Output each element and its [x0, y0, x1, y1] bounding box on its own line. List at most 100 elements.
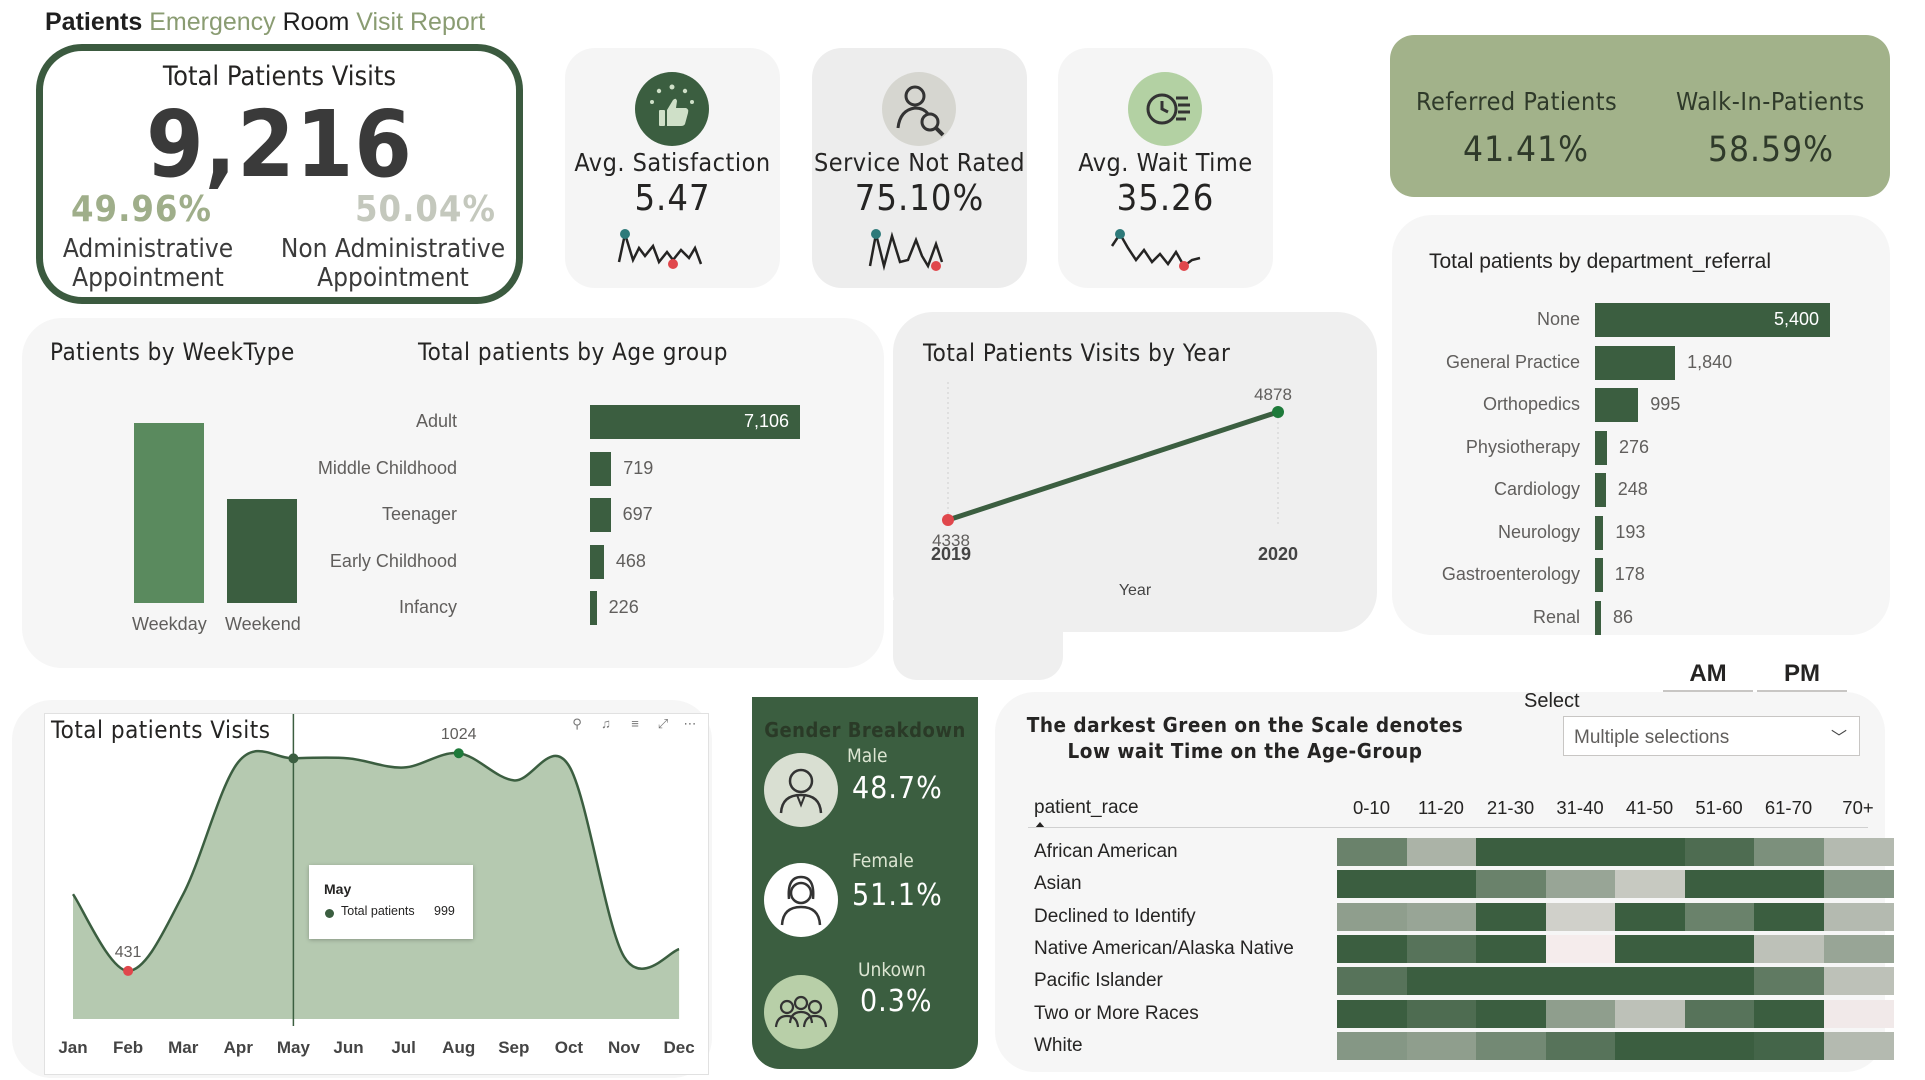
year-point-2019[interactable]: [942, 514, 954, 526]
heatmap-cell[interactable]: [1615, 967, 1685, 996]
heatmap-cell[interactable]: [1823, 934, 1894, 963]
heatmap-cell[interactable]: [1684, 1031, 1755, 1060]
heatmap-cell[interactable]: [1615, 838, 1685, 866]
heatmap-cell[interactable]: [1545, 934, 1616, 963]
gender-breakdown-card[interactable]: Gender Breakdown Male 48.7% Female 51.1%…: [752, 697, 978, 1069]
visits-point-may[interactable]: [288, 753, 299, 764]
heatmap-cell[interactable]: [1337, 838, 1407, 866]
heatmap-cell[interactable]: [1684, 870, 1755, 899]
male-value: 48.7%: [852, 771, 943, 806]
heatmap-cell[interactable]: [1545, 838, 1616, 866]
heatmap-cell[interactable]: [1406, 838, 1477, 866]
heatmap-cell[interactable]: [1545, 902, 1616, 931]
filter-icon[interactable]: ≡: [631, 716, 639, 731]
dept-row[interactable]: Gastroenterology 178: [1392, 558, 1890, 592]
heatmap-cell[interactable]: [1823, 999, 1894, 1028]
heatmap-cell[interactable]: [1545, 967, 1616, 996]
race-slicer-dropdown[interactable]: Multiple selections ﹀: [1563, 716, 1860, 756]
monthly-visits-chart[interactable]: Total patients Visits ⚲ ♫ ≡ ⤢ ⋯ 431 1024 J…: [44, 713, 709, 1075]
heatmap-cell[interactable]: [1754, 1031, 1824, 1060]
age-value-label: 7,106: [744, 411, 790, 431]
heatmap-cell[interactable]: [1615, 870, 1685, 899]
year-chart[interactable]: Total Patients Visits by Year 4338 4878 20…: [893, 312, 1377, 632]
heatmap-cell[interactable]: [1823, 902, 1894, 931]
heatmap-column-header: 41-50: [1625, 797, 1674, 818]
heatmap-cell[interactable]: [1545, 1031, 1616, 1060]
dept-row[interactable]: Physiotherapy 276: [1392, 430, 1890, 465]
not-rated-card[interactable]: Service Not Rated 75.10%: [812, 48, 1027, 288]
alert-bell-icon[interactable]: ♫: [601, 716, 611, 731]
heatmap-cell[interactable]: [1754, 902, 1824, 931]
heatmap-cell[interactable]: [1337, 934, 1407, 963]
heatmap-cell[interactable]: [1754, 838, 1824, 866]
dept-row[interactable]: Neurology 193: [1392, 515, 1890, 550]
heatmap-cell[interactable]: [1476, 967, 1546, 996]
heatmap-cell[interactable]: [1615, 902, 1685, 931]
dept-row[interactable]: Cardiology 248: [1392, 473, 1890, 507]
year-point-2020[interactable]: [1272, 406, 1284, 418]
heatmap-cell[interactable]: [1615, 999, 1685, 1028]
dept-row[interactable]: Orthopedics 995: [1392, 388, 1890, 422]
heatmap-cell[interactable]: [1754, 934, 1824, 963]
age-row[interactable]: Infancy 226: [22, 591, 884, 625]
pin-icon[interactable]: ⚲: [572, 716, 582, 731]
heatmap-cell[interactable]: [1754, 870, 1824, 899]
dept-row[interactable]: Renal 86: [1392, 600, 1890, 635]
age-row[interactable]: Adult 7,106: [22, 405, 884, 439]
dept-row[interactable]: General Practice 1,840: [1392, 345, 1890, 380]
visits-max-point[interactable]: [453, 748, 464, 759]
heatmap-cell[interactable]: [1337, 1031, 1407, 1060]
heatmap-cell[interactable]: [1823, 838, 1894, 866]
heatmap-cell[interactable]: [1406, 902, 1477, 931]
visits-min-point[interactable]: [123, 965, 134, 976]
heatmap-cell[interactable]: [1754, 967, 1824, 996]
heatmap-cell[interactable]: [1406, 1031, 1477, 1060]
pm-toggle[interactable]: PM: [1757, 660, 1847, 692]
wait-time-card[interactable]: Avg. Wait Time 35.26: [1058, 48, 1273, 288]
heatmap-cell[interactable]: [1337, 870, 1407, 899]
heatmap-cell[interactable]: [1684, 902, 1755, 931]
heatmap-cell[interactable]: [1476, 870, 1546, 899]
heatmap-cell[interactable]: [1684, 838, 1755, 866]
heatmap-cell[interactable]: [1476, 999, 1546, 1028]
focus-mode-icon[interactable]: ⤢: [657, 716, 669, 731]
heatmap-row-header[interactable]: patient_race: [1034, 797, 1139, 818]
referral-kpi-card[interactable]: Referred Patients 41.41% Walk-In-Patient…: [1390, 35, 1890, 197]
dept-category-label: Cardiology: [1493, 479, 1580, 499]
more-options-icon[interactable]: ⋯: [683, 716, 697, 731]
heatmap-cell[interactable]: [1615, 934, 1685, 963]
heatmap-cell[interactable]: [1545, 999, 1616, 1028]
age-row[interactable]: Early Childhood 468: [22, 544, 884, 579]
satisfaction-card[interactable]: Avg. Satisfaction 5.47: [565, 48, 780, 288]
weektype-category-label: Weekend: [225, 614, 301, 634]
heatmap-cell[interactable]: [1684, 999, 1755, 1028]
age-row[interactable]: Middle Childhood 719: [22, 451, 884, 486]
heatmap-cell[interactable]: [1823, 1031, 1894, 1060]
heatmap-cell[interactable]: [1406, 967, 1477, 996]
heatmap-cell[interactable]: [1684, 934, 1755, 963]
weektype-bar[interactable]: [134, 423, 204, 603]
am-toggle[interactable]: AM: [1663, 660, 1753, 692]
department-referral-chart[interactable]: Total patients by department_referral No…: [1392, 215, 1890, 635]
heatmap-cell[interactable]: [1545, 870, 1616, 899]
heatmap-cell[interactable]: [1476, 934, 1546, 963]
heatmap-cell[interactable]: [1406, 870, 1477, 899]
heatmap-cell[interactable]: [1476, 838, 1546, 866]
heatmap-cell[interactable]: [1754, 999, 1824, 1028]
heatmap-cell[interactable]: [1337, 999, 1407, 1028]
heatmap-cell[interactable]: [1337, 902, 1407, 931]
heatmap-cell[interactable]: [1476, 902, 1546, 931]
heatmap-cell[interactable]: [1823, 967, 1894, 996]
age-row[interactable]: Teenager 697: [22, 498, 884, 532]
weektype-bar[interactable]: [227, 498, 297, 603]
heatmap-cell[interactable]: [1406, 999, 1477, 1028]
heatmap-cell[interactable]: [1406, 934, 1477, 963]
total-visits-card[interactable]: Total Patients Visits 9,216 49.96% 50.04…: [36, 44, 523, 304]
heatmap-cell[interactable]: [1615, 1031, 1685, 1060]
heatmap-cell[interactable]: [1823, 870, 1894, 899]
dept-row[interactable]: None 5,400: [1392, 303, 1890, 337]
heatmap-cell[interactable]: [1476, 1031, 1546, 1060]
dept-value-label: 5,400: [1774, 309, 1820, 329]
heatmap-cell[interactable]: [1337, 967, 1407, 996]
heatmap-cell[interactable]: [1684, 967, 1755, 996]
